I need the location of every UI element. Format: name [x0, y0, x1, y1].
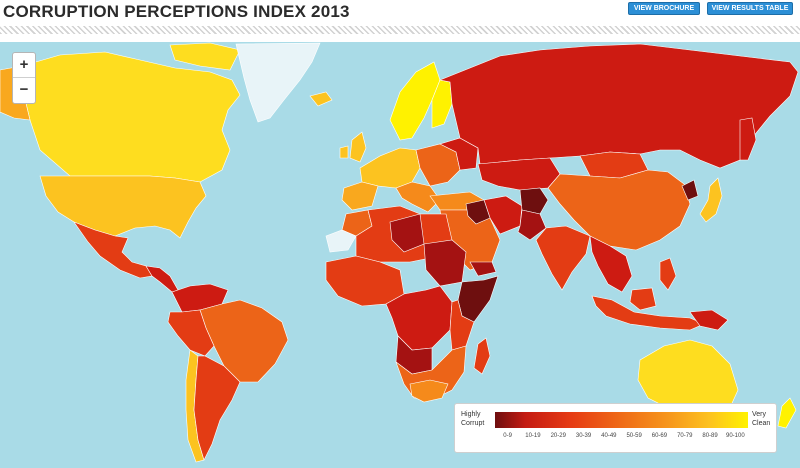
region-madagascar[interactable]	[473, 337, 491, 375]
region-philippines[interactable]	[659, 257, 677, 291]
legend-color-scale	[495, 412, 748, 428]
legend-corrupt: Corrupt	[461, 420, 485, 427]
legend-right-label: Very Clean	[752, 410, 778, 428]
map-svg	[0, 42, 800, 468]
zoom-in-button[interactable]: +	[13, 53, 35, 78]
region-iberia[interactable]	[341, 181, 379, 211]
world-map[interactable]: + − Highly Corrupt 0-9 10-19 20-29 30-39 40-…	[0, 42, 800, 468]
region-kamchatka[interactable]	[739, 117, 757, 161]
region-western-sahara	[325, 229, 357, 253]
region-borneo[interactable]	[629, 287, 657, 311]
legend-range-40-49: 40-49	[601, 433, 617, 439]
legend-range-20-29: 20-29	[550, 433, 566, 439]
region-south-africa[interactable]	[409, 379, 449, 403]
region-pakistan[interactable]	[517, 209, 547, 241]
legend-range-30-39: 30-39	[575, 433, 592, 439]
legend-range-0-9: 0-9	[503, 433, 512, 439]
region-argentina[interactable]	[193, 355, 241, 461]
region-china[interactable]	[547, 169, 691, 251]
region-southeast-asia[interactable]	[589, 235, 633, 293]
header: CORRUPTION PERCEPTIONS INDEX 2013 VIEW B…	[0, 0, 800, 26]
legend-range-10-19: 10-19	[525, 433, 541, 439]
legend-range-70-79: 70-79	[677, 433, 693, 439]
region-libya[interactable]	[389, 213, 425, 253]
map-legend: Highly Corrupt 0-9 10-19 20-29 30-39 40-49 50…	[454, 403, 777, 453]
region-canada[interactable]	[21, 51, 241, 183]
zoom-out-button[interactable]: −	[19, 81, 29, 98]
zoom-control: + −	[12, 52, 36, 104]
region-uk[interactable]	[349, 131, 367, 163]
view-results-table-button[interactable]: VIEW RESULTS TABLE	[707, 2, 793, 15]
region-yemen[interactable]	[469, 261, 497, 277]
region-india[interactable]	[535, 225, 591, 291]
region-italy-balkans[interactable]	[395, 181, 441, 213]
page-title: CORRUPTION PERCEPTIONS INDEX 2013	[3, 2, 350, 21]
region-new-zealand[interactable]	[777, 397, 797, 429]
legend-clean: Clean	[752, 420, 771, 427]
legend-highly: Highly	[461, 411, 481, 418]
region-korea-north[interactable]	[681, 179, 699, 201]
header-divider	[0, 26, 800, 34]
region-iraq[interactable]	[465, 199, 491, 225]
region-iceland[interactable]	[309, 91, 333, 107]
region-afghanistan[interactable]	[519, 187, 549, 215]
legend-range-80-89: 80-89	[702, 433, 718, 439]
region-greenland	[235, 42, 321, 123]
view-brochure-button[interactable]: VIEW BROCHURE	[628, 2, 700, 15]
region-japan[interactable]	[699, 177, 723, 223]
legend-very: Very	[752, 411, 767, 418]
legend-left-label: Highly Corrupt	[461, 410, 497, 428]
region-indonesia[interactable]	[591, 295, 705, 331]
region-russia[interactable]	[438, 43, 799, 169]
region-peru-bolivia[interactable]	[167, 309, 215, 357]
region-arctic-islands[interactable]	[169, 42, 241, 71]
region-papua[interactable]	[689, 309, 729, 331]
legend-range-90-100: 90-100	[726, 433, 745, 439]
legend-ticks: 0-9 10-19 20-29 30-39 40-49 50-59 60-69 70-79 80…	[495, 433, 748, 443]
legend-range-60-69: 60-69	[651, 433, 668, 439]
legend-range-50-59: 50-59	[626, 433, 642, 439]
region-ireland[interactable]	[339, 145, 349, 159]
